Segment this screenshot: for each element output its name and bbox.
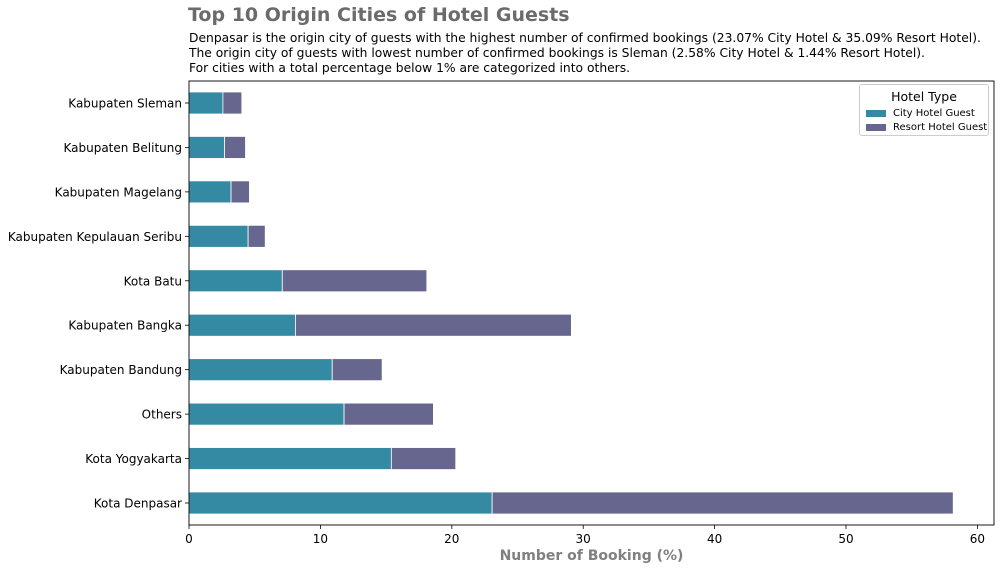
bar-resort — [247, 224, 266, 248]
bar-resort — [224, 136, 246, 159]
bar-resort — [343, 402, 434, 426]
y-tick-label: Kabupaten Sleman — [68, 97, 182, 111]
chart-title: Top 10 Origin Cities of Hotel Guests — [188, 4, 570, 26]
x-tick-label: 60 — [970, 532, 985, 546]
bar-resort — [295, 313, 572, 337]
bar-resort — [390, 447, 457, 470]
bar-resort — [331, 358, 383, 382]
bar-city — [188, 224, 249, 248]
bar-city — [188, 136, 225, 159]
bar-resort — [222, 91, 243, 115]
bar-city — [188, 447, 392, 470]
x-tick-label: 30 — [576, 532, 591, 546]
y-tick-label: Kabupaten Belitung — [63, 141, 182, 155]
legend-swatch-city — [866, 109, 886, 117]
x-tick-label: 50 — [838, 532, 853, 546]
bar-city — [188, 180, 232, 204]
subtitle-line-3: For cities with a total percentage below… — [189, 61, 631, 75]
y-tick-label: Kota Batu — [124, 274, 182, 288]
y-tick-label: Kota Denpasar — [94, 497, 182, 511]
x-tick-label: 10 — [313, 532, 328, 546]
bar-city — [188, 313, 296, 337]
bar-city — [188, 269, 283, 293]
x-tick-label: 0 — [185, 532, 193, 546]
legend-label-resort: Resort Hotel Guest — [893, 122, 988, 133]
subtitle-line-2: The origin city of guests with lowest nu… — [189, 46, 925, 60]
bar-resort — [491, 491, 954, 515]
y-tick-label: Kabupaten Magelang — [55, 185, 182, 199]
chart-subtitle: Denpasar is the origin city of guests wi… — [189, 31, 981, 76]
y-tick-label: Kabupaten Bangka — [68, 319, 182, 333]
legend-swatch-resort — [866, 123, 886, 131]
bar-city — [188, 91, 224, 115]
y-tick-label: Kota Yogyakarta — [85, 452, 182, 466]
bar-city — [188, 491, 493, 515]
bar-city — [188, 358, 333, 382]
legend-label-city: City Hotel Guest — [893, 108, 975, 119]
bar-city — [188, 402, 345, 426]
legend-item-resort: Resort Hotel Guest — [866, 122, 987, 133]
bar-resort — [230, 180, 250, 204]
legend: Hotel Type City Hotel Guest Resort Hotel… — [859, 84, 989, 136]
legend-title: Hotel Type — [891, 89, 957, 104]
y-tick-label: Others — [142, 408, 182, 422]
plot-frame — [188, 80, 995, 526]
x-tick-label: 20 — [444, 532, 459, 546]
legend-item-city: City Hotel Guest — [866, 108, 975, 119]
x-axis-label: Number of Booking (%) — [500, 548, 684, 564]
y-tick-label: Kabupaten Kepulauan Seribu — [8, 230, 182, 244]
x-tick-label: 40 — [707, 532, 722, 546]
y-tick-label: Kabupaten Bandung — [60, 363, 182, 377]
subtitle-line-1: Denpasar is the origin city of guests wi… — [189, 31, 981, 45]
bar-resort — [281, 269, 428, 293]
